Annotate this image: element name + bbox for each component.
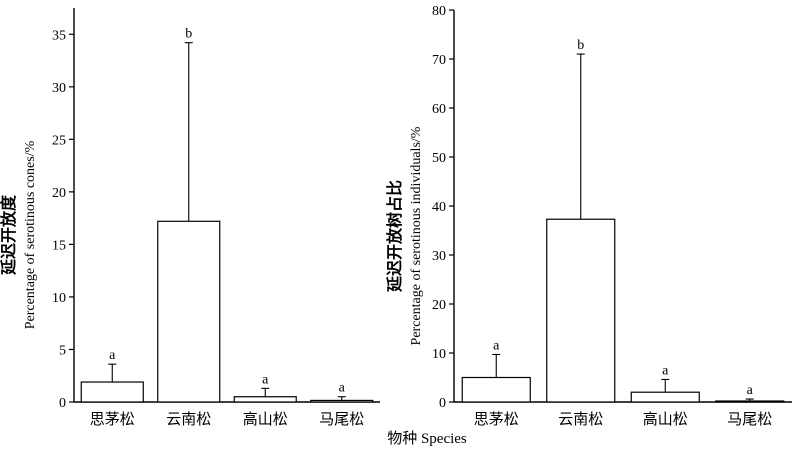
y-axis-label-cn: 延迟开放度 (0, 194, 18, 276)
chart-panel-1: 0 5 10 15 20 25 30 35 a 思茅松 b 云南松 a 高山松 a 马尾松 延迟开放度 Perce… (0, 8, 380, 428)
y-tick-label: 10 (52, 291, 66, 306)
category-label: 高山松 (243, 411, 288, 428)
y-tick-label: 20 (52, 186, 66, 201)
category-label: 马尾松 (727, 411, 772, 428)
y-tick-label: 30 (52, 81, 66, 96)
significance-letter: b (185, 27, 192, 42)
y-axis-label-en: Percentage of serotinous individuals/% (409, 126, 424, 345)
category-label: 高山松 (643, 411, 688, 428)
y-tick-label: 50 (432, 151, 446, 166)
y-tick-label: 5 (59, 343, 66, 358)
bar (80, 381, 144, 403)
category-label: 思茅松 (90, 411, 135, 428)
y-tick-label: 10 (432, 347, 446, 362)
y-tick-label: 80 (432, 4, 446, 19)
bar (715, 400, 785, 403)
bar (157, 220, 221, 403)
y-tick-label: 40 (432, 200, 446, 215)
y-tick-label: 20 (432, 298, 446, 313)
y-tick-label: 15 (52, 238, 66, 253)
category-label: 马尾松 (319, 411, 364, 428)
y-tick-label: 0 (59, 396, 66, 411)
category-label: 思茅松 (474, 411, 519, 428)
bar (233, 396, 297, 403)
bar (310, 399, 374, 403)
significance-letter: a (262, 372, 269, 387)
bar (630, 391, 700, 403)
y-tick-label: 70 (432, 53, 446, 68)
significance-letter: a (339, 381, 346, 396)
y-tick-label: 0 (439, 396, 446, 411)
category-label: 云南松 (166, 411, 211, 428)
significance-letter: a (493, 338, 500, 353)
chart-panel-2: 0 10 20 30 40 50 60 70 80 a 思茅松 b 云南松 a 高山松 a 马尾松 延迟开放树占比… (385, 4, 792, 428)
y-tick-label: 60 (432, 102, 446, 117)
significance-letter: b (577, 38, 584, 53)
bar (461, 376, 531, 403)
significance-letter: a (747, 383, 754, 398)
significance-letter: a (662, 363, 669, 378)
y-tick-label: 25 (52, 133, 66, 148)
bar (546, 218, 616, 403)
y-tick-label: 30 (432, 249, 446, 264)
y-tick-label: 35 (52, 28, 66, 43)
x-axis-title: 物种 Species (387, 430, 467, 447)
significance-letter: a (109, 348, 116, 363)
y-axis-label-en: Percentage of serotinous cones/% (23, 140, 38, 329)
y-axis-label-cn: 延迟开放树占比 (385, 180, 404, 293)
category-label: 云南松 (558, 411, 603, 428)
